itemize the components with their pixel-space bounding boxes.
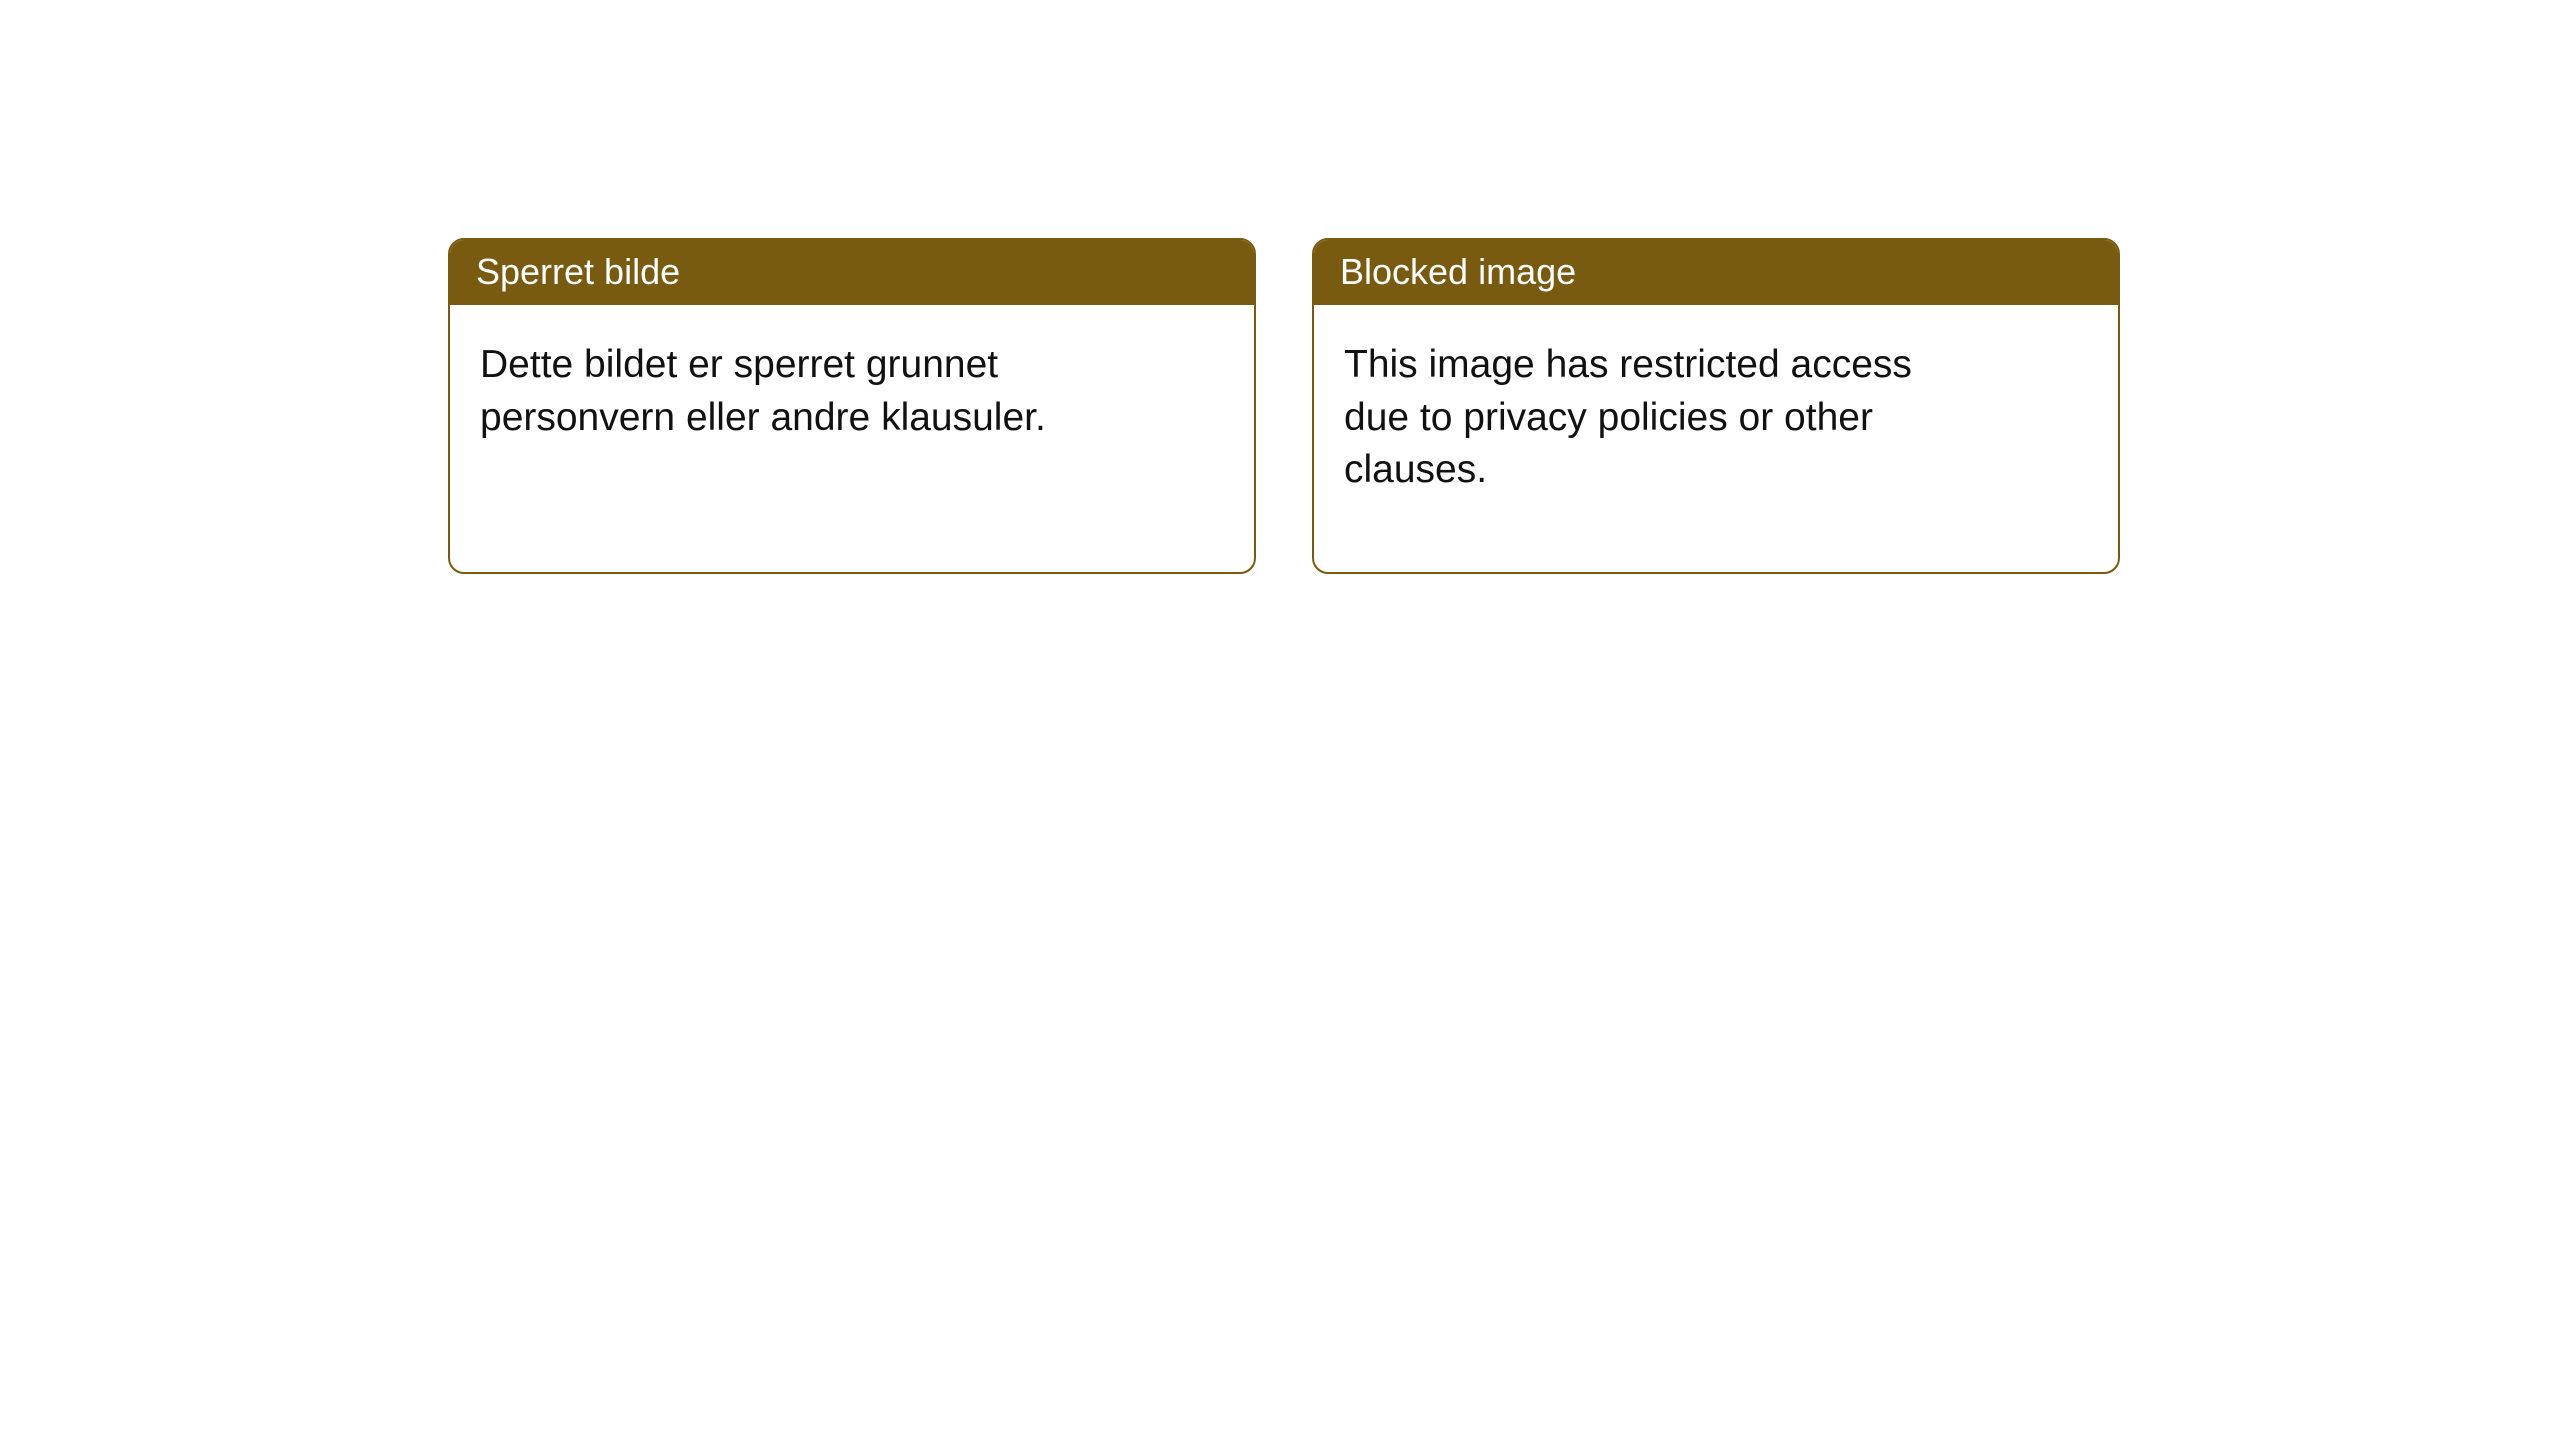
notice-card-norwegian: Sperret bilde Dette bildet er sperret gr… <box>448 238 1256 574</box>
notice-card-title: Sperret bilde <box>450 240 1254 305</box>
notice-card-title: Blocked image <box>1314 240 2118 305</box>
notice-cards-row: Sperret bilde Dette bildet er sperret gr… <box>448 238 2120 574</box>
notice-card-body: This image has restricted access due to … <box>1314 305 2014 572</box>
notice-card-body: Dette bildet er sperret grunnet personve… <box>450 305 1150 572</box>
page-canvas: Sperret bilde Dette bildet er sperret gr… <box>0 0 2560 1440</box>
notice-card-english: Blocked image This image has restricted … <box>1312 238 2120 574</box>
